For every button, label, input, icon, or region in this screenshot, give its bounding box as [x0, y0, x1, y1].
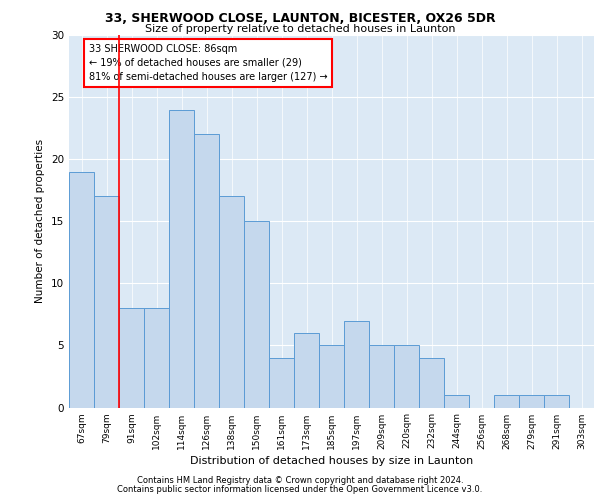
- Text: Contains HM Land Registry data © Crown copyright and database right 2024.: Contains HM Land Registry data © Crown c…: [137, 476, 463, 485]
- Bar: [494, 395, 519, 407]
- Bar: [319, 346, 344, 408]
- Text: 33, SHERWOOD CLOSE, LAUNTON, BICESTER, OX26 5DR: 33, SHERWOOD CLOSE, LAUNTON, BICESTER, O…: [104, 12, 496, 26]
- Bar: [344, 320, 369, 408]
- Bar: [94, 196, 119, 408]
- Bar: [444, 395, 469, 407]
- Y-axis label: Number of detached properties: Number of detached properties: [35, 139, 46, 304]
- Bar: [419, 358, 444, 408]
- Bar: [294, 333, 319, 407]
- Bar: [394, 346, 419, 408]
- Bar: [369, 346, 394, 408]
- Bar: [519, 395, 544, 407]
- Bar: [69, 172, 94, 408]
- Bar: [244, 221, 269, 408]
- Bar: [169, 110, 194, 408]
- Bar: [544, 395, 569, 407]
- Bar: [269, 358, 294, 408]
- Bar: [194, 134, 219, 407]
- Text: Size of property relative to detached houses in Launton: Size of property relative to detached ho…: [145, 24, 455, 34]
- Text: Contains public sector information licensed under the Open Government Licence v3: Contains public sector information licen…: [118, 485, 482, 494]
- Text: 33 SHERWOOD CLOSE: 86sqm
← 19% of detached houses are smaller (29)
81% of semi-d: 33 SHERWOOD CLOSE: 86sqm ← 19% of detach…: [89, 44, 328, 82]
- Bar: [144, 308, 169, 408]
- X-axis label: Distribution of detached houses by size in Launton: Distribution of detached houses by size …: [190, 456, 473, 466]
- Bar: [219, 196, 244, 408]
- Bar: [119, 308, 144, 408]
